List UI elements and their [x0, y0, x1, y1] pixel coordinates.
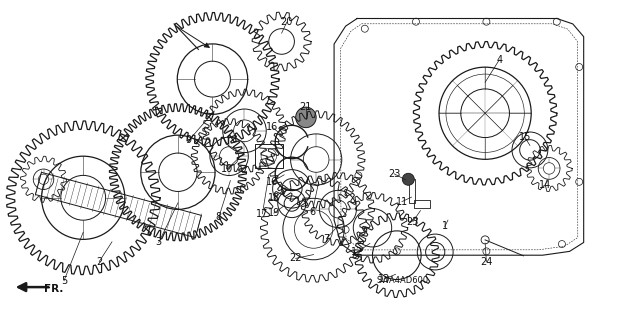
Text: 11: 11 [396, 197, 408, 207]
Circle shape [296, 107, 316, 128]
Circle shape [403, 173, 414, 185]
Text: 18: 18 [268, 193, 280, 203]
Text: 3: 3 [156, 237, 162, 248]
Bar [409, 179, 415, 204]
Text: 8: 8 [216, 212, 222, 222]
Text: 4: 4 [496, 55, 502, 65]
Bar [415, 200, 431, 208]
Text: 16: 16 [266, 122, 278, 132]
Text: 14: 14 [539, 180, 552, 190]
Text: 19: 19 [268, 208, 280, 218]
Text: 12: 12 [351, 247, 364, 257]
Text: 16: 16 [266, 177, 278, 187]
Text: 21: 21 [300, 102, 312, 112]
Text: 23: 23 [406, 217, 419, 227]
Text: 23: 23 [388, 169, 401, 179]
Text: 2: 2 [96, 256, 102, 267]
Text: FR.: FR. [44, 284, 63, 294]
Text: SWA4AD600: SWA4AD600 [376, 276, 428, 285]
Text: 13: 13 [378, 274, 390, 284]
Text: 17: 17 [256, 209, 269, 219]
Text: 24: 24 [480, 256, 493, 267]
Text: 22: 22 [289, 253, 302, 263]
Text: 6: 6 [309, 207, 316, 217]
Bar [255, 144, 283, 168]
Text: 15: 15 [518, 132, 531, 142]
Text: 7: 7 [323, 234, 330, 244]
Text: 5: 5 [61, 276, 67, 286]
Text: 1: 1 [442, 221, 448, 232]
Text: 20: 20 [280, 17, 293, 27]
Text: 9: 9 [186, 135, 192, 145]
Text: 10: 10 [221, 164, 234, 174]
